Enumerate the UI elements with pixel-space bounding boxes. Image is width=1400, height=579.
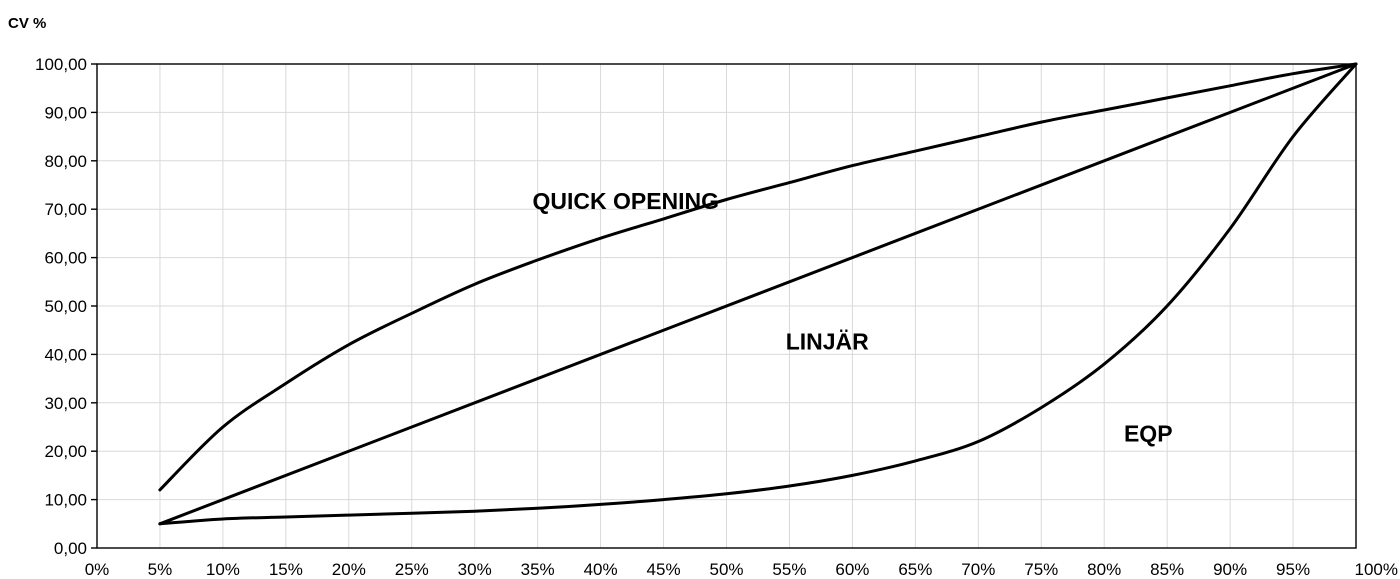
x-tick-label: 90% (1213, 560, 1247, 579)
x-tick-label: 40% (584, 560, 618, 579)
y-tick-label: 50,00 (44, 297, 87, 316)
x-tick-label: 0% (85, 560, 110, 579)
x-tick-label: 45% (647, 560, 681, 579)
axes (91, 63, 1357, 549)
y-tick-label: 100,00 (35, 55, 87, 74)
x-tick-label: 50% (709, 560, 743, 579)
y-tick-label: 90,00 (44, 103, 87, 122)
series-labels: QUICK OPENING LINJÄR EQP (532, 188, 1172, 446)
x-tick-label: 10% (206, 560, 240, 579)
x-tick-label: 30% (458, 560, 492, 579)
x-tick-label: 70% (961, 560, 995, 579)
series-label-linjar: LINJÄR (786, 329, 869, 355)
x-tick-label: 25% (395, 560, 429, 579)
series-label-quick-opening: QUICK OPENING (532, 188, 719, 214)
x-tick-label: 55% (772, 560, 806, 579)
x-tick-label: 75% (1024, 560, 1058, 579)
x-tick-label: 35% (521, 560, 555, 579)
y-tick-label: 40,00 (44, 345, 87, 364)
y-tick-label: 0,00 (54, 539, 87, 558)
series (158, 62, 1358, 526)
x-tick-label: 65% (898, 560, 932, 579)
series-label-eqp: EQP (1124, 421, 1173, 447)
x-tick-label: 5% (148, 560, 173, 579)
y-tick-label: 30,00 (44, 394, 87, 413)
tick-labels: 0% 5% 10% 15% 20% 25% 30% 35% 40% 45% 50% 55% 60% 65%… (35, 55, 1398, 579)
y-tick-label: 80,00 (44, 152, 87, 171)
x-tick-label: 100% (1355, 560, 1398, 579)
y-tick-label: 20,00 (44, 442, 87, 461)
x-tick-label: 60% (835, 560, 869, 579)
series-line-eqp (158, 62, 1358, 526)
y-tick-label: 70,00 (44, 200, 87, 219)
y-tick-label: 10,00 (44, 491, 87, 510)
x-tick-label: 95% (1276, 560, 1310, 579)
y-tick-label: 60,00 (44, 249, 87, 268)
x-tick-label: 85% (1150, 560, 1184, 579)
x-tick-label: 20% (332, 560, 366, 579)
x-tick-label: 80% (1087, 560, 1121, 579)
series-line-quick-opening (158, 62, 1358, 492)
series-line-linjar (158, 62, 1358, 526)
y-axis-title: CV % (8, 15, 46, 32)
x-tick-label: 15% (269, 560, 303, 579)
